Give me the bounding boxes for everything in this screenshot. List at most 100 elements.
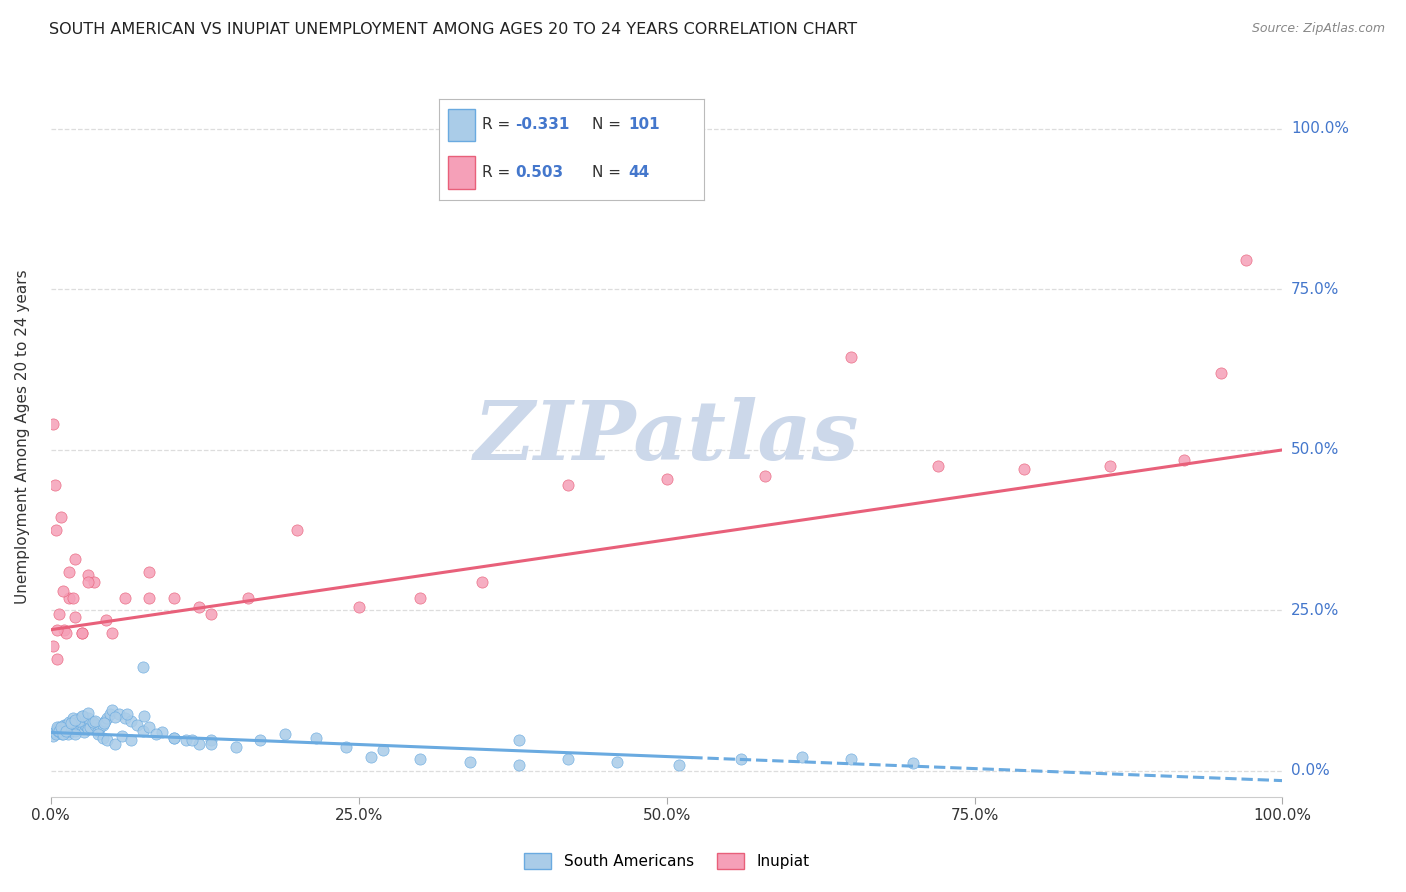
Point bbox=[104, 710, 127, 724]
Text: SOUTH AMERICAN VS INUPIAT UNEMPLOYMENT AMONG AGES 20 TO 24 YEARS CORRELATION CHA: SOUTH AMERICAN VS INUPIAT UNEMPLOYMENT A… bbox=[49, 22, 858, 37]
Point bbox=[76, 723, 98, 737]
Point bbox=[58, 715, 80, 730]
Point bbox=[70, 720, 93, 734]
Point bbox=[91, 731, 114, 745]
Point bbox=[46, 720, 69, 734]
Point bbox=[138, 720, 160, 734]
Point bbox=[75, 718, 97, 732]
Point bbox=[1234, 253, 1257, 268]
Point bbox=[55, 720, 77, 734]
Point bbox=[55, 724, 77, 739]
Point bbox=[70, 626, 93, 640]
Point bbox=[120, 714, 142, 728]
Text: 100.0%: 100.0% bbox=[1291, 121, 1348, 136]
Point bbox=[225, 739, 247, 754]
Text: Source: ZipAtlas.com: Source: ZipAtlas.com bbox=[1251, 22, 1385, 36]
Point bbox=[249, 733, 271, 747]
Point bbox=[138, 565, 160, 579]
Point bbox=[409, 591, 432, 605]
Point bbox=[606, 755, 628, 769]
Point bbox=[66, 718, 89, 732]
Point bbox=[42, 639, 65, 653]
Point bbox=[63, 720, 86, 734]
Point bbox=[58, 591, 80, 605]
Point bbox=[70, 626, 93, 640]
Point bbox=[48, 724, 70, 739]
Point bbox=[59, 720, 82, 734]
Point bbox=[79, 720, 101, 734]
Point bbox=[84, 718, 107, 732]
Point bbox=[82, 715, 104, 730]
Text: 75.0%: 75.0% bbox=[1291, 282, 1339, 297]
Point bbox=[1173, 452, 1195, 467]
Point bbox=[94, 714, 117, 728]
Point bbox=[73, 725, 96, 739]
Point bbox=[60, 718, 83, 732]
Point bbox=[42, 417, 65, 432]
Point bbox=[176, 733, 198, 747]
Point bbox=[841, 350, 863, 364]
Point bbox=[96, 733, 118, 747]
Point bbox=[132, 724, 155, 739]
Point bbox=[1012, 462, 1035, 476]
Point bbox=[114, 711, 136, 725]
Point bbox=[104, 737, 127, 751]
Point bbox=[83, 574, 105, 589]
Point bbox=[86, 724, 108, 739]
Point bbox=[96, 711, 118, 725]
Point bbox=[65, 552, 87, 566]
Point bbox=[45, 523, 67, 537]
Point bbox=[45, 727, 67, 741]
Point bbox=[508, 733, 530, 747]
Text: 0.0%: 0.0% bbox=[1291, 764, 1330, 779]
Point bbox=[107, 707, 129, 722]
Point bbox=[89, 720, 111, 734]
Point bbox=[927, 458, 949, 473]
Point bbox=[51, 727, 73, 741]
Point bbox=[76, 720, 98, 734]
Y-axis label: Unemployment Among Ages 20 to 24 years: Unemployment Among Ages 20 to 24 years bbox=[15, 269, 30, 605]
Point bbox=[67, 714, 90, 728]
Point bbox=[181, 733, 204, 747]
Point bbox=[373, 743, 395, 757]
Point bbox=[59, 716, 82, 731]
Point bbox=[86, 727, 108, 741]
Point bbox=[163, 731, 186, 745]
Point bbox=[101, 703, 124, 717]
Point bbox=[668, 757, 690, 772]
Point bbox=[53, 718, 76, 732]
Point bbox=[792, 749, 814, 764]
Point bbox=[84, 714, 107, 728]
Point bbox=[200, 607, 222, 621]
Point bbox=[69, 711, 91, 725]
Point bbox=[132, 660, 155, 674]
Point bbox=[76, 711, 98, 725]
Point bbox=[98, 707, 121, 722]
Point bbox=[901, 756, 924, 771]
Point bbox=[115, 707, 138, 722]
Point bbox=[65, 727, 87, 741]
Point bbox=[76, 706, 98, 721]
Point bbox=[508, 757, 530, 772]
Point bbox=[360, 749, 382, 764]
Point bbox=[48, 720, 70, 734]
Point bbox=[138, 591, 160, 605]
Point bbox=[655, 472, 678, 486]
Point bbox=[48, 607, 70, 621]
Point bbox=[66, 720, 89, 734]
Point bbox=[46, 723, 69, 737]
Point bbox=[145, 727, 167, 741]
Point bbox=[49, 720, 72, 734]
Point bbox=[52, 584, 75, 599]
Text: ZIPatlas: ZIPatlas bbox=[474, 397, 859, 477]
Point bbox=[53, 623, 76, 637]
Point bbox=[134, 708, 156, 723]
Point bbox=[62, 715, 84, 730]
Point bbox=[93, 716, 115, 731]
Point bbox=[58, 724, 80, 739]
Point bbox=[347, 600, 370, 615]
Point bbox=[62, 591, 84, 605]
Point bbox=[49, 723, 72, 738]
Point bbox=[187, 600, 209, 615]
Point bbox=[46, 724, 69, 739]
